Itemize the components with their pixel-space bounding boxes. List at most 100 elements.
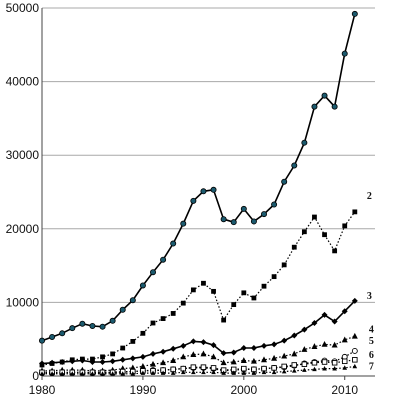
data-point — [321, 340, 328, 347]
data-point — [230, 358, 237, 365]
data-point — [221, 317, 227, 323]
data-point — [180, 369, 186, 375]
data-point — [140, 330, 146, 336]
series-label: 6 — [369, 350, 374, 361]
data-point — [261, 342, 267, 349]
series-label: 4 — [369, 324, 374, 335]
data-point — [211, 288, 216, 294]
data-point — [231, 370, 237, 375]
data-point — [231, 302, 237, 308]
data-point — [250, 357, 257, 364]
series-7 — [39, 363, 358, 376]
data-point — [160, 359, 167, 366]
data-point — [150, 370, 156, 375]
data-point — [190, 351, 197, 358]
data-point — [261, 283, 267, 289]
tick-labels: 0 10000 20000 30000 40000 50000 1980 1990 2000 20… — [6, 1, 359, 397]
data-point — [49, 371, 55, 376]
data-point — [89, 359, 96, 366]
data-point — [149, 269, 156, 276]
data-point — [281, 262, 287, 268]
data-point — [251, 295, 257, 301]
data-point — [291, 368, 297, 373]
data-point — [190, 197, 197, 204]
data-point — [321, 311, 328, 318]
data-point — [351, 297, 358, 304]
data-point — [49, 333, 56, 340]
data-point — [210, 353, 217, 360]
data-point — [281, 363, 287, 370]
series-2 — [39, 209, 358, 368]
data-point — [352, 209, 358, 215]
data-point — [190, 364, 197, 370]
data-point — [39, 371, 45, 376]
data-point — [351, 10, 358, 17]
series-1 — [39, 10, 358, 344]
data-point — [89, 322, 96, 329]
data-point — [129, 355, 136, 362]
data-point — [332, 248, 338, 254]
data-point — [321, 92, 328, 99]
data-point — [332, 366, 337, 371]
data-point — [59, 371, 65, 376]
data-point — [311, 320, 318, 327]
data-point — [312, 214, 317, 220]
data-point — [160, 348, 167, 355]
series-6 — [39, 357, 358, 376]
data-point — [201, 280, 206, 286]
data-point — [230, 219, 237, 226]
data-point — [221, 370, 226, 375]
data-point — [180, 300, 186, 306]
data-point — [271, 369, 277, 375]
data-point — [322, 366, 327, 371]
data-point — [211, 369, 216, 375]
data-point — [230, 349, 237, 356]
data-point — [39, 337, 46, 344]
data-point — [59, 359, 66, 366]
data-point — [150, 320, 156, 326]
data-point — [129, 297, 136, 304]
data-point — [139, 282, 146, 289]
data-point — [109, 317, 116, 324]
series-group — [39, 10, 358, 377]
data-point — [59, 330, 66, 337]
data-point — [311, 360, 318, 366]
data-point — [240, 345, 247, 352]
data-point — [281, 368, 287, 374]
data-point — [240, 205, 247, 212]
data-point — [180, 220, 187, 227]
data-point — [341, 308, 348, 315]
data-point — [271, 341, 278, 348]
y-tick-label: 30000 — [6, 148, 40, 162]
data-point — [331, 103, 338, 110]
data-point — [139, 353, 146, 360]
data-point — [342, 365, 348, 370]
data-point — [351, 348, 358, 354]
data-point — [160, 256, 167, 263]
data-point — [291, 350, 298, 357]
data-point — [200, 188, 207, 195]
data-point — [130, 339, 136, 344]
data-point — [110, 351, 116, 357]
data-point — [281, 337, 288, 344]
data-point — [312, 366, 317, 372]
data-point — [130, 371, 136, 376]
data-point — [69, 325, 76, 332]
data-point — [99, 359, 106, 366]
data-point — [331, 341, 338, 348]
data-point — [351, 332, 358, 339]
data-point — [190, 287, 196, 293]
data-point — [261, 369, 267, 375]
data-point — [210, 342, 217, 349]
data-point — [79, 320, 86, 327]
series-label: 3 — [367, 291, 372, 302]
data-point — [180, 342, 187, 349]
data-point — [342, 223, 348, 229]
data-point — [79, 357, 86, 364]
gridlines — [42, 7, 375, 303]
data-point — [220, 350, 227, 357]
data-point — [271, 365, 277, 371]
data-point — [90, 371, 95, 376]
data-point — [49, 359, 56, 366]
